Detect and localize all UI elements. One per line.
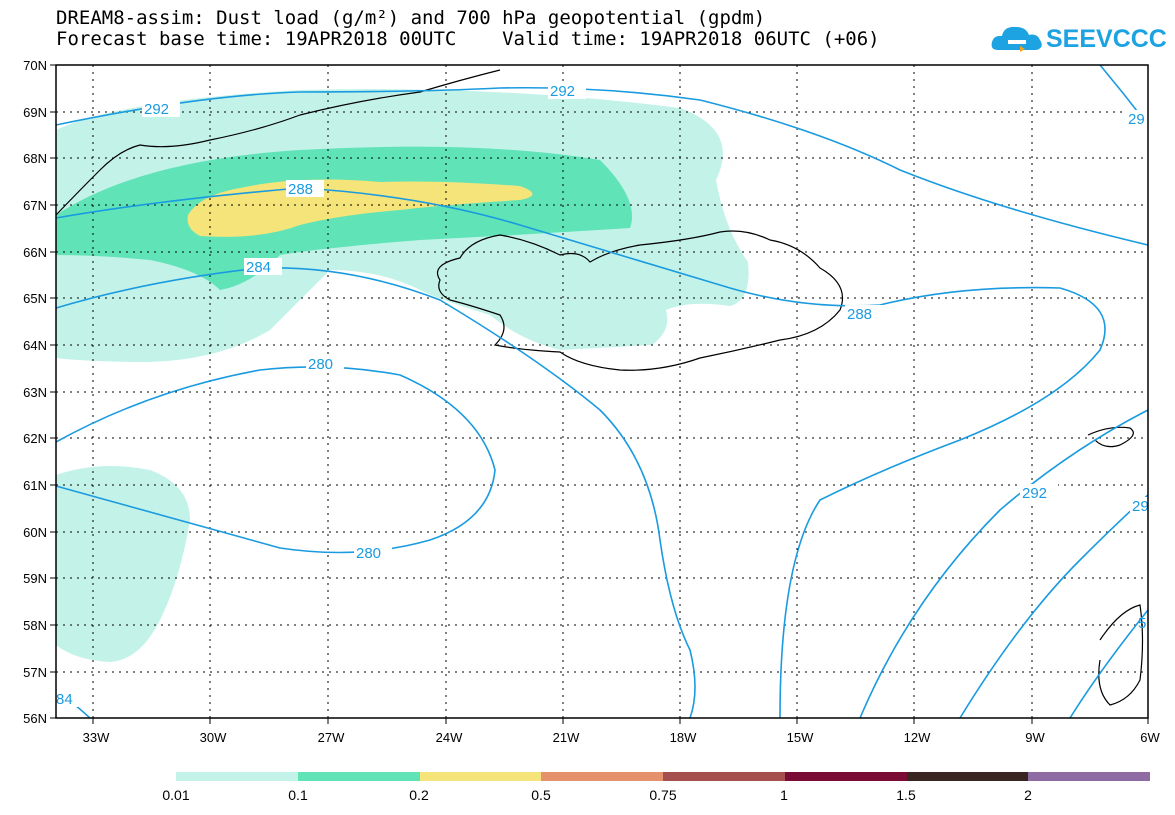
lat-lon-grid [56,65,1148,718]
lat-label: 58N [23,618,47,633]
latitude-labels: 70N 69N 68N 67N 66N 65N 64N 63N 62N 61N … [23,58,47,726]
legend-label: 0.1 [288,787,308,803]
legend-swatch [1028,772,1150,781]
lat-label: 64N [23,338,47,353]
lon-label: 30W [200,730,227,745]
lon-label: 24W [436,730,463,745]
legend-swatch [176,772,298,781]
lat-label: 60N [23,525,47,540]
colorbar-legend [176,772,1150,781]
lon-label: 12W [904,730,931,745]
legend-label: 0.2 [409,787,429,803]
lon-label: 18W [670,730,697,745]
legend-label: 2 [1024,787,1032,803]
seevccc-logo: SEEVCCC [990,18,1167,58]
contour-label: 5 [1138,615,1146,632]
legend-swatch [784,772,907,781]
coastline [55,69,1144,706]
legend-label: 0.75 [649,787,677,803]
contour-label: 292 [144,101,169,118]
legend-swatch [663,772,785,781]
lat-label: 67N [23,198,47,213]
contour-labels: 292 292 29 288 288 284 280 280 292 29 84… [56,82,1149,708]
contour-label: 288 [288,181,313,198]
lon-label: 6W [1140,730,1160,745]
lat-label: 61N [23,478,47,493]
cloud-logo-icon [991,26,1042,52]
lat-label: 66N [23,245,47,260]
forecast-time-line: Forecast base time: 19APR2018 00UTC Vali… [56,28,880,50]
legend-label: 1 [780,787,788,803]
lon-label: 33W [83,730,110,745]
lon-label: 15W [787,730,814,745]
logo-text: SEEVCCC [1046,25,1167,53]
lat-label: 57N [23,665,47,680]
legend-label: 1.5 [896,787,916,803]
lat-label: 70N [23,58,47,73]
contour-label: 84 [56,691,73,708]
contour-label: 284 [246,259,271,276]
legend-swatch [906,772,1029,781]
legend-swatch [297,772,420,781]
contour-label: 280 [308,356,333,373]
legend-swatch [419,772,542,781]
contour-label: 288 [847,306,872,323]
lat-label: 69N [23,105,47,120]
lat-label: 68N [23,151,47,166]
map-title: DREAM8-assim: Dust load (g/m²) and 700 h… [56,7,766,29]
lat-label: 65N [23,291,47,306]
lon-label: 27W [318,730,345,745]
contour-label: 280 [356,545,381,562]
contour-label: 292 [1022,485,1047,502]
lat-label: 63N [23,385,47,400]
tick-marks [50,64,1149,724]
lat-label: 59N [23,571,47,586]
contour-label: 292 [550,83,575,100]
legend-label: 0.5 [531,787,551,803]
lon-label: 21W [553,730,580,745]
lat-label: 62N [23,431,47,446]
legend-swatch [541,772,663,781]
legend-label: 0.01 [162,787,190,803]
contour-label: 29 [1132,498,1149,515]
contour-label: 29 [1128,111,1145,128]
longitude-labels: 33W 30W 27W 24W 21W 18W 15W 12W 9W 6W [83,730,1161,745]
lat-label: 56N [23,711,47,726]
dust-load-shading [56,89,749,662]
lon-label: 9W [1025,730,1045,745]
geopotential-contours [55,64,1149,719]
